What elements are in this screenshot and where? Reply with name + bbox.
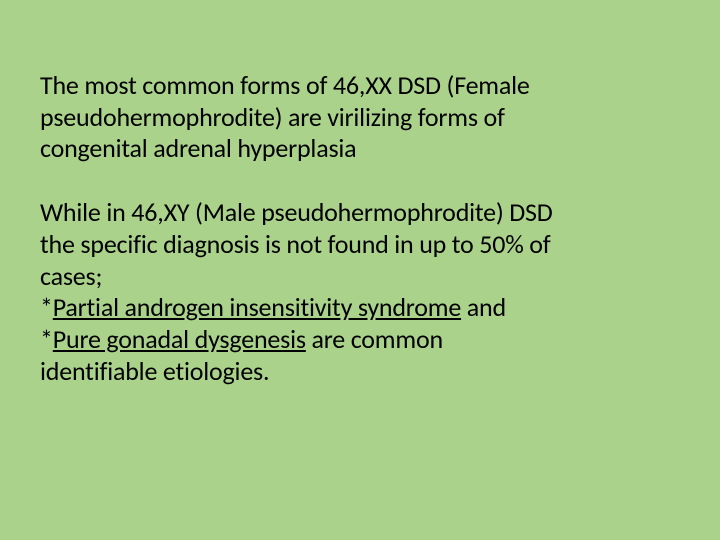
para2-bullet1-asterisk: * xyxy=(40,291,53,323)
para2-arecommon: are common xyxy=(306,323,443,355)
para1-line1: The most common forms of 46,XX DSD (Fema… xyxy=(40,69,530,101)
para1-line3: congenital adrenal hyperplasia xyxy=(40,132,356,164)
para2-lastline: identifiable etiologies. xyxy=(40,355,269,387)
para2-bullet2-asterisk: * xyxy=(40,323,53,355)
para2-line1: While in 46,XY (Male pseudohermophrodite… xyxy=(40,196,553,228)
para2-underline1: Partial androgen insensitivity syndrome xyxy=(53,291,461,323)
para2-line3: cases; xyxy=(40,260,102,292)
para2-and: and xyxy=(461,291,506,323)
para2-underline2: Pure gonadal dysgenesis xyxy=(53,323,306,355)
para1-line2: pseudohermophrodite) are virilizing form… xyxy=(40,101,505,133)
paragraph-1: The most common forms of 46,XX DSD (Fema… xyxy=(40,70,680,165)
slide: The most common forms of 46,XX DSD (Fema… xyxy=(0,0,720,540)
para2-line2: the specific diagnosis is not found in u… xyxy=(40,228,551,260)
paragraph-2: While in 46,XY (Male pseudohermophrodite… xyxy=(40,197,680,387)
